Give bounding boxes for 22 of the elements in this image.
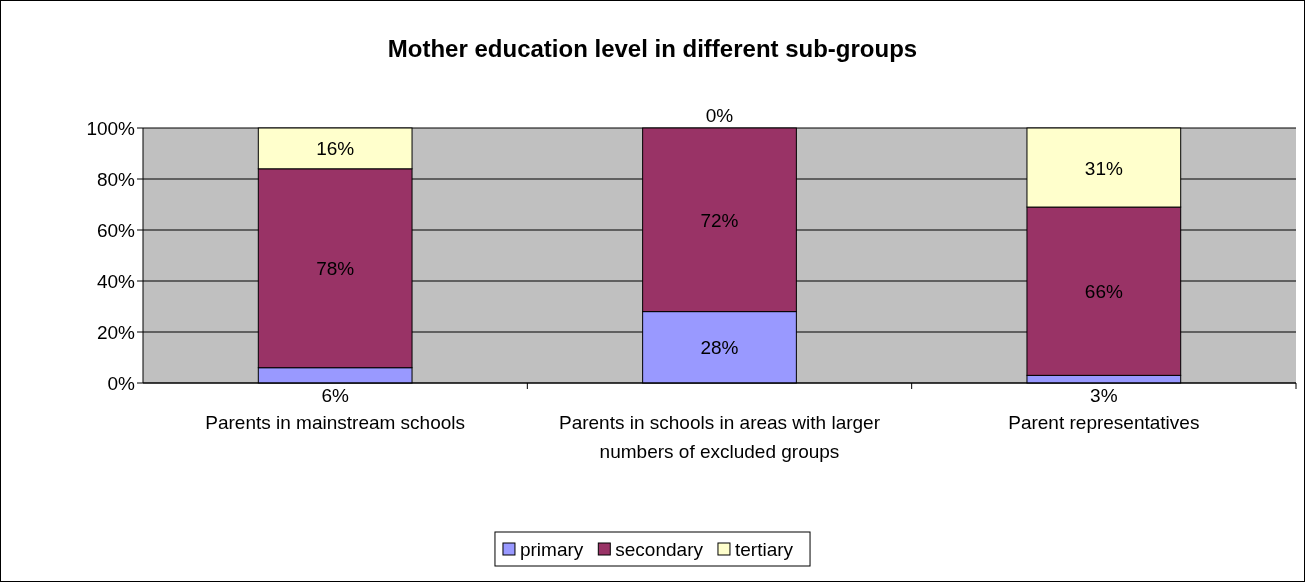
- y-tick-label: 60%: [96, 220, 136, 241]
- y-tick-label: 100%: [86, 118, 136, 139]
- y-tick-label: 80%: [96, 169, 136, 190]
- y-tick-label: 20%: [96, 322, 136, 343]
- data-label: 28%: [700, 337, 739, 359]
- data-label: 66%: [1084, 281, 1123, 303]
- x-tick-label: Parent representatives: [1008, 412, 1200, 433]
- y-tick-label: 0%: [107, 373, 136, 394]
- chart-title: Mother education level in different sub-groups: [387, 35, 918, 62]
- data-label: 78%: [316, 258, 355, 280]
- data-label: 0%: [705, 105, 734, 126]
- data-label: 72%: [700, 209, 739, 231]
- legend-label: secondary: [615, 539, 704, 560]
- y-tick-label: 40%: [96, 271, 136, 292]
- data-label: 3%: [1090, 385, 1118, 406]
- legend-label: tertiary: [734, 539, 794, 560]
- data-label: 6%: [321, 385, 349, 406]
- x-tick-label: Parents in mainstream schools: [205, 412, 466, 433]
- legend-label: primary: [519, 539, 584, 560]
- data-label: 31%: [1084, 157, 1123, 179]
- x-tick-label: Parents in schools in areas with larger numbers of excluded groups: [558, 412, 881, 462]
- data-label: 16%: [316, 138, 355, 160]
